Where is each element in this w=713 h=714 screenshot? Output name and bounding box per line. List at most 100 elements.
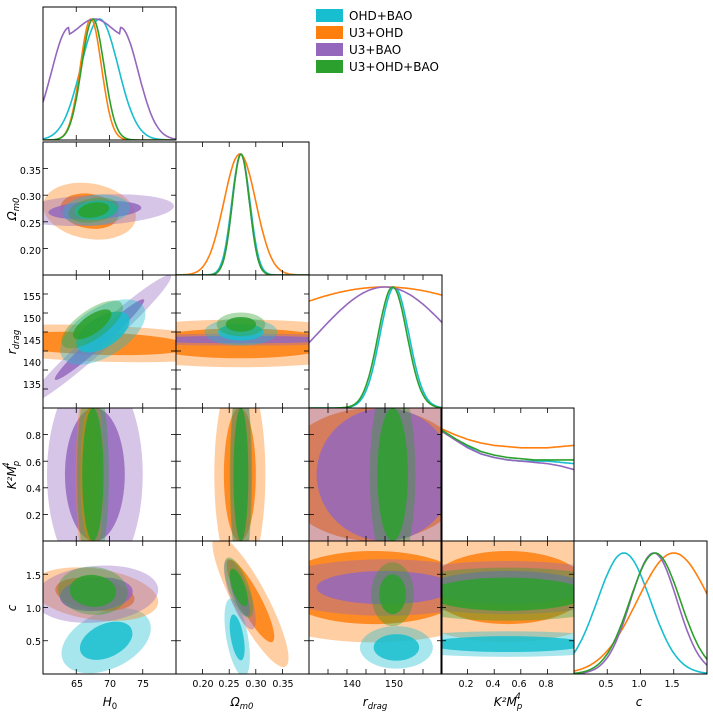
xtick-k-08: 0.8: [538, 679, 553, 690]
marginal-line-K-u-ohd-bao: [441, 429, 574, 461]
xtick-h0-70: 70: [104, 679, 116, 690]
ylabel-k: K²Mp4: [2, 461, 22, 489]
marginal-line-rd-u-ohd-bao: [309, 286, 442, 408]
y-tick-labels: 0.35 0.30 0.25 0.20 155 150 145 140 135 …: [20, 166, 41, 648]
xlabel-h0: H0: [103, 695, 117, 712]
marginal-rd: [309, 286, 442, 408]
xtick-c-10: 1.0: [631, 679, 646, 690]
xtick-h0-65: 65: [71, 679, 83, 690]
contour-68-ohd-bao: [76, 311, 130, 353]
marginal-K: [441, 427, 574, 471]
contour-68-u-ohd-bao: [441, 577, 574, 611]
marginal-line-rd-u-ohd: [309, 286, 442, 302]
contour-68-ohd-bao: [229, 614, 245, 661]
contour-68-u-ohd-bao: [77, 202, 110, 218]
ytick-c-10: 1.0: [26, 604, 41, 615]
xlabel-om: Ωm0: [230, 695, 254, 712]
marginal-line-Om-u-ohd: [176, 153, 309, 275]
marginal-line-rd-u-bao: [309, 286, 442, 344]
x-tick-labels: 65 70 75 0.20 0.25 0.30 0.35 140 150 0.2…: [71, 679, 680, 690]
contour-68-ohd-bao: [373, 634, 420, 661]
marginal-line-c-ohd-bao: [574, 552, 707, 674]
marginal-H0: [43, 18, 176, 140]
ticks-layer: [43, 7, 675, 674]
marginal-line-K-u-ohd: [441, 427, 574, 449]
marginal-line-c-u-ohd-bao: [574, 552, 707, 674]
xlabel-k: K²Mp4: [494, 692, 522, 712]
marginal-line-rd-ohd-bao: [309, 286, 442, 408]
xtick-c-15: 1.5: [664, 679, 679, 690]
panel-H0-vs-K: [47, 408, 143, 541]
ytick-c-15: 1.5: [26, 571, 41, 582]
ytick-om-035: 0.35: [20, 166, 41, 177]
panel-Om-vs-c: [212, 541, 289, 674]
panel-Om-vs-K: [214, 408, 266, 541]
legend-label-u3-bao: U3+BAO: [349, 43, 401, 57]
contour-68-u-ohd-bao: [225, 316, 257, 332]
contour-68-u-bao: [316, 570, 442, 605]
xtick-om-035: 0.35: [272, 679, 293, 690]
contour-68-u-ohd-bao: [69, 574, 117, 607]
contour-68-ohd-bao: [79, 621, 133, 660]
marginal-line-H0-ohd-bao: [43, 18, 176, 140]
xtick-om-030: 0.30: [245, 679, 266, 690]
panel-H0-vs-rd: [43, 275, 176, 405]
ylabel-rd: rdrag: [5, 329, 22, 354]
ylabel-c: c: [5, 604, 19, 611]
ytick-rd-140: 140: [23, 358, 41, 369]
xtick-c-05: 0.5: [598, 679, 613, 690]
ytick-om-025: 0.25: [20, 219, 41, 230]
panel-H0-vs-Om: [43, 182, 174, 240]
ytick-om-030: 0.30: [20, 192, 41, 203]
contour-68-ohd-bao: [441, 636, 574, 653]
marginal-line-Om-ohd-bao: [176, 153, 309, 275]
contour-68-u-ohd-bao: [229, 568, 248, 607]
ytick-om-020: 0.20: [20, 246, 41, 257]
xlabel-c: c: [636, 695, 643, 709]
marginal-line-c-u-ohd: [574, 552, 707, 672]
ytick-k-06: 0.6: [26, 458, 41, 469]
marginal-line-Om-u-ohd-bao: [176, 153, 309, 275]
panel-K-vs-c: [441, 541, 574, 657]
ytick-k-08: 0.8: [26, 431, 41, 442]
legend-swatch-ohd-bao: [316, 9, 343, 22]
legend-label-u3-ohd-bao: U3+OHD+BAO: [349, 60, 439, 74]
contour-68-u-ohd-bao: [82, 408, 104, 541]
marginal-Om: [176, 153, 309, 275]
ytick-rd-145: 145: [23, 336, 41, 347]
legend: OHD+BAO U3+OHD U3+BAO U3+OHD+BAO: [316, 9, 439, 74]
ytick-c-05: 0.5: [26, 637, 41, 648]
xlabel-rd: rdrag: [363, 695, 388, 712]
legend-label-ohd-bao: OHD+BAO: [349, 9, 412, 23]
legend-label-u3-ohd: U3+OHD: [349, 26, 403, 40]
xtick-rd-150: 150: [385, 679, 403, 690]
xtick-om-020: 0.20: [192, 679, 213, 690]
panel-rd-vs-c: [309, 541, 442, 669]
marginal-line-Om-u-bao: [176, 153, 309, 275]
panel-Om-vs-rd: [176, 312, 309, 368]
xtick-om-025: 0.25: [218, 679, 239, 690]
xtick-k-06: 0.6: [511, 679, 526, 690]
contour-68-u-ohd-bao: [233, 408, 249, 541]
xtick-k-02: 0.2: [458, 679, 473, 690]
contour-68-u-ohd-bao: [377, 408, 408, 541]
marginal-line-H0-u-ohd-bao: [43, 18, 176, 140]
legend-swatch-u3-bao: [316, 43, 343, 56]
panel-frame: [175, 141, 310, 276]
ytick-rd-150: 150: [23, 314, 41, 325]
marginal-line-H0-u-bao: [43, 18, 176, 140]
ytick-k-02: 0.2: [26, 511, 41, 522]
ytick-rd-135: 135: [23, 380, 41, 391]
contour-68-u-ohd: [176, 328, 309, 359]
panels-layer: [43, 18, 707, 674]
ytick-rd-155: 155: [23, 292, 41, 303]
legend-swatch-u3-ohd: [316, 26, 343, 39]
panel-H0-vs-c: [43, 565, 159, 674]
axis-labels: H0 Ωm0 rdrag K²Mp4 c Ωm0 rdrag K²Mp4 c: [2, 198, 643, 712]
contour-68-u-ohd-bao: [72, 309, 112, 340]
ytick-k-04: 0.4: [26, 484, 41, 495]
marginal-line-K-u-bao: [441, 430, 574, 471]
xtick-k-04: 0.4: [485, 679, 500, 690]
panel-frame: [440, 407, 575, 542]
